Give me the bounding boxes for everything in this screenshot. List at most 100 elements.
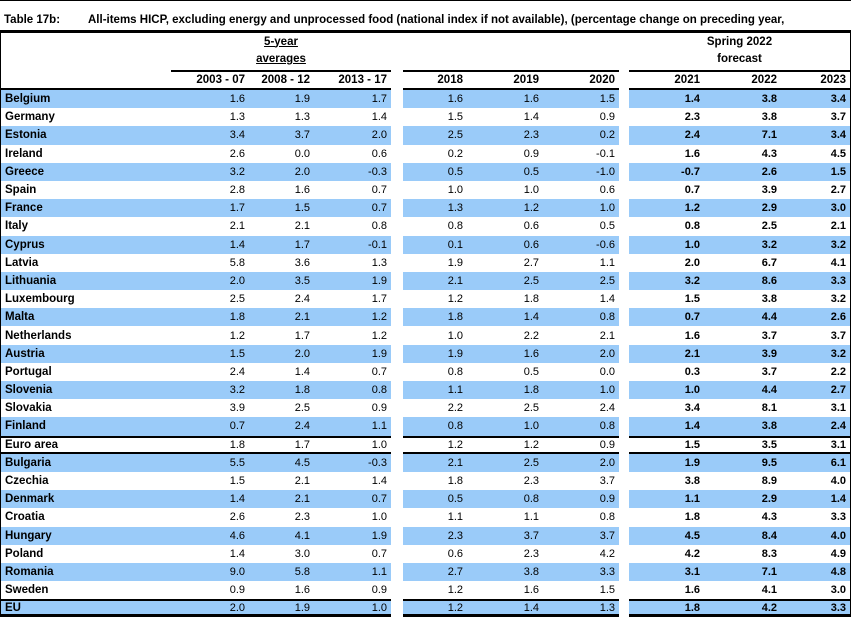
value-cell: 4.3 [761,511,777,524]
value-cell: 2.0 [543,344,619,363]
value-cell: 1.0 [447,184,463,197]
table-row: Sweden 0.9 1.6 0.9 1.2 1.6 1.5 1.6 4.1 3.0 [1,581,850,600]
value-cell: 1.3 [403,199,467,218]
value-cell: 1.3 [229,111,245,124]
value-cell: 1.5 [599,584,615,597]
value-cell: 3.9 [761,184,777,197]
value-cell: 2.5 [761,220,777,233]
country-cell: Denmark [1,490,171,509]
value-cell: 3.8 [704,90,781,109]
value-cell: 0.7 [314,490,391,509]
value-cell: 3.1 [781,435,850,454]
value-cell: 2.6 [704,162,781,181]
value-cell: 1.0 [371,511,387,524]
column-gap [619,362,629,381]
table-row: Slovenia 3.2 1.8 0.8 1.1 1.8 1.0 1.0 4.4 2.7 [1,381,850,400]
group-label-line: forecast [717,52,762,65]
column-gap [619,144,629,163]
country-cell: Czechia [5,475,49,488]
value-cell: 2.0 [249,162,314,181]
value-cell: 3.1 [629,562,704,582]
value-cell: 2.0 [684,256,700,269]
group-header-spring-2022-forecast: Spring 2022 forecast [629,33,850,70]
column-gap [391,599,403,618]
column-gap [391,344,403,363]
value-cell: 0.8 [599,511,615,524]
column-gap [391,490,403,509]
table-caption-text: All-items HICP, excluding energy and unp… [88,14,785,26]
country-cell: Lithuania [1,271,171,291]
value-cell: 1.0 [447,329,463,342]
value-cell: 1.1 [629,490,704,509]
column-gap [391,162,403,181]
value-cell: 2.0 [249,344,314,363]
value-cell: 1.6 [467,344,543,363]
value-cell: 4.1 [249,526,314,545]
value-cell: 1.4 [599,293,615,306]
value-cell: 3.8 [761,293,777,306]
value-cell: 2.6 [229,511,245,524]
value-cell: 1.0 [314,435,391,454]
country-cell: Slovenia [1,381,171,400]
column-gap [391,581,403,600]
column-gap [391,435,403,454]
value-cell: 4.0 [781,526,850,545]
value-cell: 1.7 [371,293,387,306]
table-row: Croatia 2.6 2.3 1.0 1.1 1.1 0.8 1.8 4.3 3.3 [1,508,850,527]
value-cell: 0.7 [314,199,391,218]
column-gap [619,544,629,563]
country-cell: Malta [1,308,171,327]
table-row: Czechia 1.5 2.1 1.4 1.8 2.3 3.7 3.8 8.9 4.0 [1,471,850,491]
column-gap [391,526,403,545]
country-cell: Romania [1,562,171,582]
year-header-2021: 2021 [629,70,704,90]
column-gap [391,217,403,236]
year-header-2013-17: 2013 - 17 [314,70,391,90]
value-cell: 3.5 [249,271,314,291]
value-cell: 1.2 [467,435,543,454]
value-cell: 2.0 [171,271,249,291]
value-cell: 9.0 [171,562,249,582]
country-cell: France [1,199,171,218]
value-cell: 1.4 [371,111,387,124]
value-cell: 1.9 [314,344,391,363]
value-cell: -0.7 [629,162,704,181]
value-cell: 8.3 [761,547,777,560]
value-cell: 3.7 [543,526,619,545]
country-cell: Bulgaria [1,453,171,472]
value-cell: 0.0 [294,147,310,160]
value-cell: 3.2 [629,271,704,291]
column-gap [391,126,403,145]
group-label-line: averages [256,52,306,65]
value-cell: 1.2 [629,199,704,218]
value-cell: 0.7 [629,308,704,327]
value-cell: 3.8 [467,562,543,582]
value-cell: 2.4 [294,293,310,306]
value-cell: 1.4 [523,111,539,124]
value-cell: 0.9 [371,402,387,415]
value-cell: 2.1 [229,220,245,233]
country-cell: Luxembourg [5,293,75,306]
value-cell: 1.8 [249,381,314,400]
value-cell: 1.5 [249,199,314,218]
value-cell: 1.5 [447,111,463,124]
table-row: Bulgaria 5.5 4.5 -0.3 2.1 2.5 2.0 1.9 9.5 6.1 [1,453,850,472]
column-gap [619,326,629,345]
value-cell: 1.8 [629,599,704,618]
year-header-row: 2003 - 07 2008 - 12 2013 - 17 2018 2019 2020 2… [1,70,850,90]
value-cell: -0.6 [543,235,619,254]
value-cell: 3.1 [830,402,846,415]
value-cell: 3.9 [704,344,781,363]
value-cell: 8.6 [704,271,781,291]
column-gap [391,326,403,345]
value-cell: 2.5 [229,293,245,306]
value-cell: 2.4 [229,365,245,378]
column-gap [391,381,403,400]
value-cell: 8.9 [761,475,777,488]
year-header-2018: 2018 [403,70,467,90]
value-cell: 0.8 [543,417,619,436]
value-cell: 1.7 [314,90,391,109]
column-gap [391,235,403,254]
value-cell: 1.7 [249,435,314,454]
value-cell: 4.1 [761,584,777,597]
